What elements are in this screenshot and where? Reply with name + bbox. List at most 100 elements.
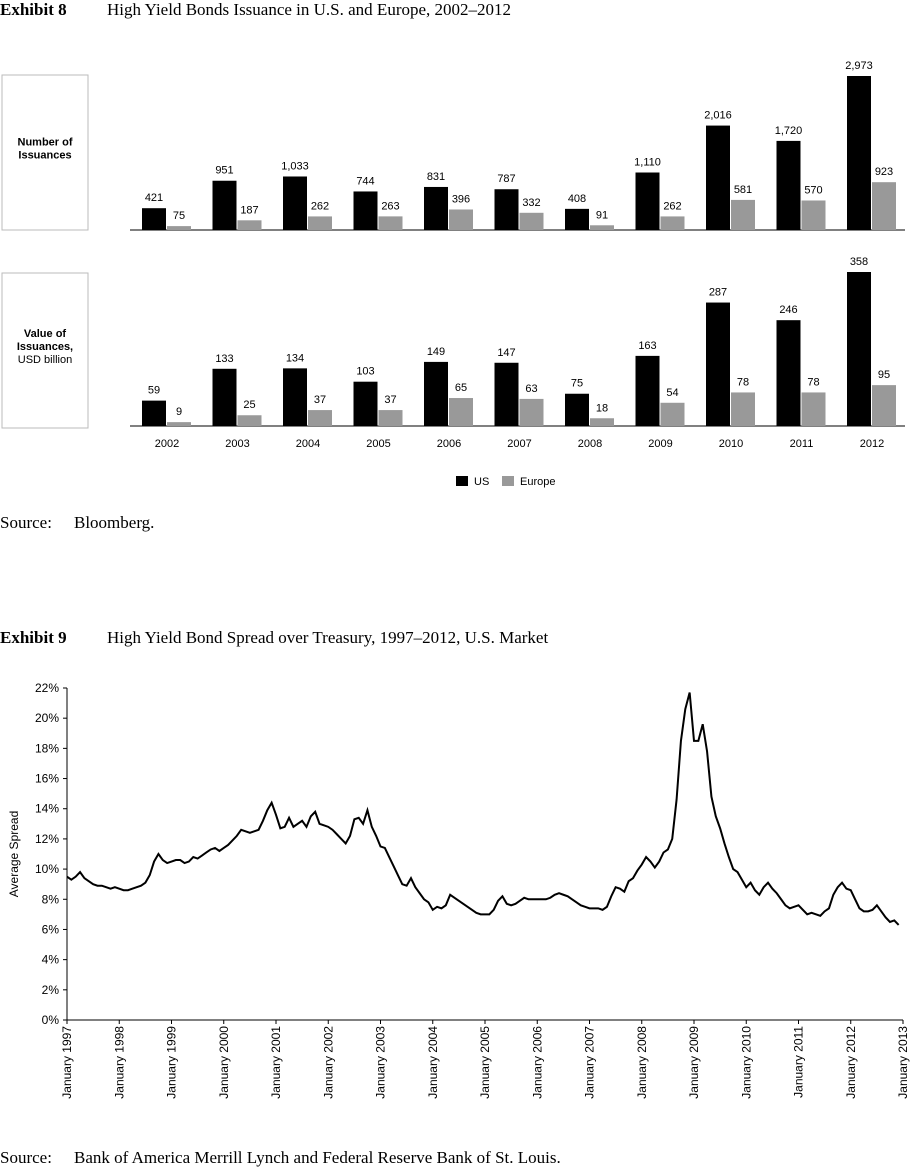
- bar: [167, 226, 191, 230]
- value-label: 65: [455, 382, 467, 394]
- panel-label: Issuances,: [17, 341, 73, 353]
- source-text: Bank of America Merrill Lynch and Federa…: [74, 1148, 561, 1167]
- value-label: 54: [666, 387, 678, 399]
- bar: [801, 200, 826, 230]
- value-label: 9: [176, 406, 182, 418]
- bar: [353, 381, 378, 426]
- legend-swatch: [456, 476, 468, 486]
- y-tick-label: 12%: [35, 832, 59, 846]
- x-tick-label: 2012: [860, 438, 884, 450]
- panel-label-box: [1, 272, 89, 429]
- x-tick-label: January 2002: [321, 1026, 335, 1099]
- value-label: 187: [240, 204, 258, 216]
- x-tick-label: 2004: [296, 438, 320, 450]
- bar: [237, 220, 262, 230]
- bar: [590, 225, 614, 230]
- bar: [167, 422, 191, 426]
- x-tick-label: 2006: [437, 438, 461, 450]
- value-label: 63: [525, 383, 537, 395]
- bar: [449, 209, 473, 230]
- x-tick-label: 2009: [648, 438, 672, 450]
- y-tick-label: 18%: [35, 741, 59, 755]
- x-tick-label: 2005: [366, 438, 390, 450]
- value-label: 262: [311, 200, 329, 212]
- y-tick-label: 6%: [42, 922, 60, 936]
- y-tick-label: 8%: [42, 892, 60, 906]
- value-label: 581: [734, 184, 752, 196]
- value-label: 103: [356, 366, 374, 378]
- value-label: 1,110: [634, 157, 661, 169]
- value-label: 1,720: [775, 125, 803, 137]
- value-label: 246: [779, 304, 797, 316]
- bar: [212, 180, 237, 230]
- bar: [142, 400, 166, 426]
- bar: [660, 216, 685, 230]
- bar: [424, 186, 448, 230]
- value-label: 570: [804, 184, 822, 196]
- bar: [565, 393, 589, 426]
- x-tick-label: January 2008: [635, 1026, 649, 1099]
- panel-label: Value of: [24, 328, 67, 340]
- bar: [449, 398, 473, 426]
- value-label: 831: [427, 171, 445, 183]
- spread-line: [66, 692, 900, 926]
- bar: [565, 208, 589, 230]
- source-label: Source:: [0, 1148, 52, 1167]
- x-tick-label: 2011: [790, 438, 814, 450]
- y-tick-label: 0%: [42, 1013, 60, 1027]
- bar: [776, 140, 801, 230]
- bar: [847, 272, 871, 426]
- x-tick-label: January 2011: [792, 1026, 806, 1098]
- source-label: Source:: [0, 513, 52, 532]
- x-tick-label: January 2013: [896, 1026, 910, 1099]
- bar: [424, 361, 448, 426]
- value-label: 78: [737, 376, 749, 388]
- bar: [635, 172, 660, 230]
- value-label: 421: [145, 192, 163, 204]
- value-label: 78: [807, 376, 819, 388]
- bar: [731, 392, 755, 426]
- y-axis-label: Average Spread: [7, 811, 21, 898]
- y-tick-label: 20%: [35, 711, 59, 725]
- bar: [283, 176, 307, 230]
- bar: [237, 415, 262, 426]
- value-label: 923: [875, 166, 893, 178]
- x-tick-label: 2010: [719, 438, 743, 450]
- panel-label: Issuances: [18, 150, 71, 162]
- bar: [731, 199, 755, 230]
- bar: [706, 125, 730, 230]
- x-tick-label: January 1997: [60, 1026, 74, 1099]
- value-label: 133: [215, 353, 233, 365]
- bar: [872, 182, 896, 230]
- bar: [776, 320, 801, 426]
- value-label: 358: [850, 256, 868, 268]
- value-label: 951: [215, 165, 233, 177]
- value-label: 75: [571, 378, 583, 390]
- y-tick-label: 4%: [42, 953, 60, 967]
- panel-label: Number of: [18, 137, 73, 149]
- exhibit-title: High Yield Bonds Issuance in U.S. and Eu…: [107, 0, 511, 19]
- y-tick-label: 14%: [35, 802, 59, 816]
- value-label: 408: [568, 193, 586, 205]
- value-label: 396: [452, 193, 470, 205]
- legend-swatch: [502, 476, 514, 486]
- value-label: 287: [709, 287, 727, 299]
- bar: [635, 355, 660, 426]
- x-tick-label: January 2000: [217, 1026, 231, 1099]
- x-tick-label: January 2010: [739, 1026, 753, 1099]
- value-label: 18: [596, 402, 608, 414]
- x-tick-label: 2008: [578, 438, 602, 450]
- y-tick-label: 16%: [35, 772, 59, 786]
- bar: [590, 418, 614, 426]
- value-label: 332: [522, 197, 540, 209]
- y-tick-label: 2%: [42, 983, 60, 997]
- value-label: 263: [381, 200, 399, 212]
- value-label: 163: [638, 340, 656, 352]
- bar: [308, 216, 332, 230]
- panel-sublabel: USD billion: [18, 354, 72, 366]
- value-label: 147: [497, 347, 515, 359]
- x-tick-label: January 2005: [478, 1026, 492, 1099]
- legend-label: Europe: [520, 476, 555, 488]
- x-tick-label: January 2006: [530, 1026, 544, 1099]
- x-tick-label: January 2007: [583, 1026, 597, 1099]
